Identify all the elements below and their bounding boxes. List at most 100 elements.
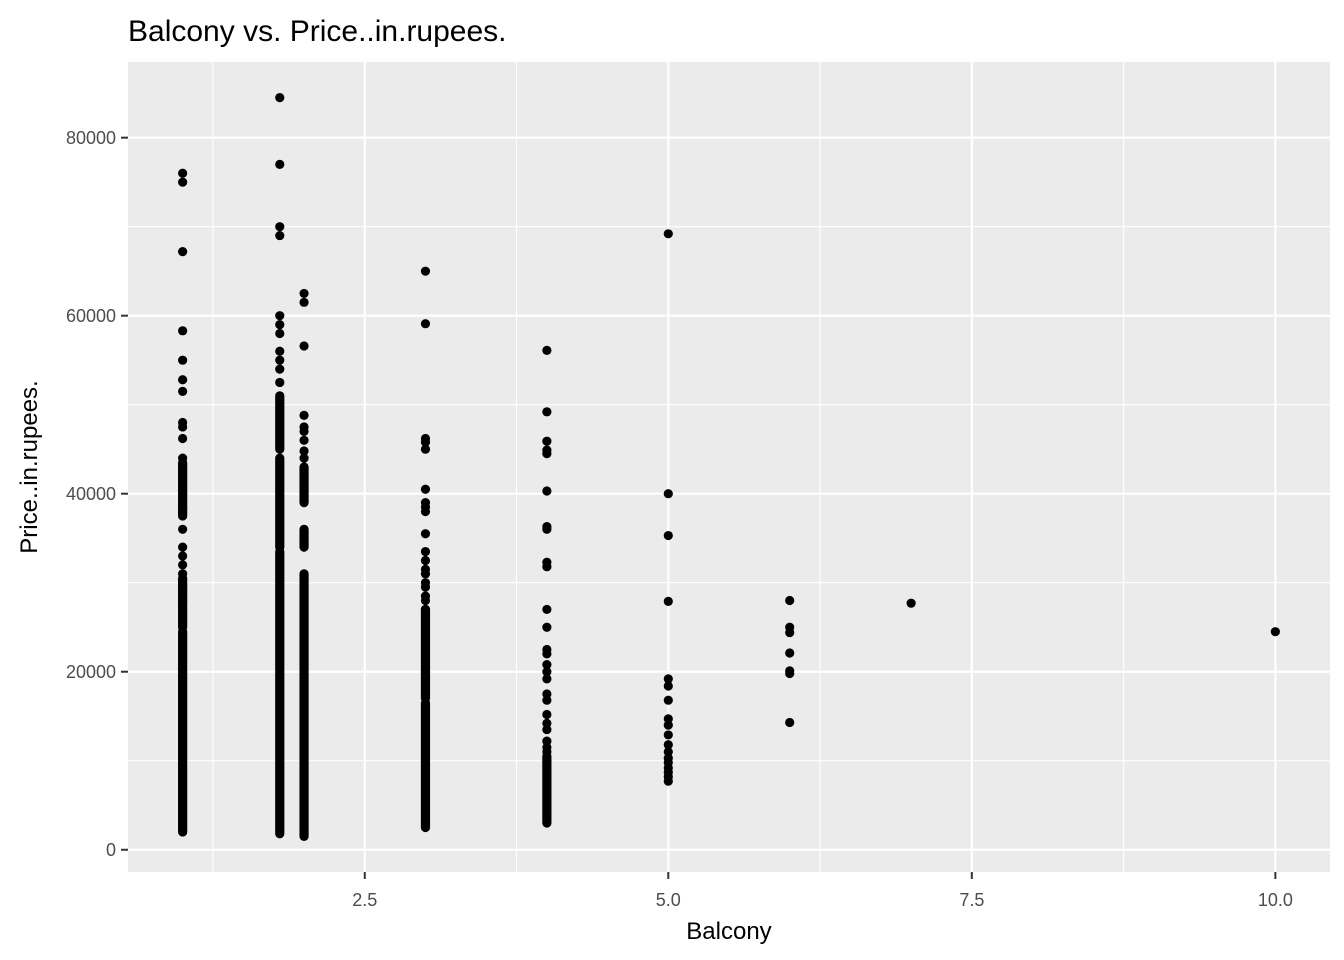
- point-cluster: [420, 698, 431, 833]
- data-point: [275, 319, 285, 330]
- data-point: [178, 595, 188, 606]
- point-cluster: [542, 751, 552, 828]
- y-tick-label: 20000: [66, 662, 116, 682]
- data-point: [542, 524, 552, 534]
- data-point: [420, 582, 431, 592]
- data-point: [663, 730, 673, 740]
- y-tick-label: 0: [106, 840, 116, 860]
- data-point: [299, 453, 309, 463]
- data-point: [275, 222, 285, 232]
- minor-gridlines: [128, 62, 1330, 872]
- data-point: [785, 627, 795, 638]
- data-point: [542, 622, 552, 632]
- data-point: [275, 364, 285, 374]
- data-point: [299, 297, 309, 307]
- point-cluster: [178, 627, 188, 837]
- data-point: [178, 386, 188, 396]
- data-point: [785, 717, 795, 728]
- data-point: [663, 489, 673, 499]
- x-tick-label: 2.5: [352, 890, 377, 910]
- y-tick-label: 40000: [66, 484, 116, 504]
- data-point: [542, 436, 552, 446]
- data-point: [178, 542, 188, 552]
- data-point: [663, 740, 673, 750]
- point-cluster: [275, 391, 285, 454]
- data-point: [275, 355, 285, 365]
- data-point: [663, 530, 673, 541]
- plot-panel: [128, 62, 1330, 872]
- data-point: [420, 437, 431, 447]
- data-point: [420, 506, 431, 517]
- data-point: [299, 446, 309, 456]
- data-point: [542, 724, 552, 735]
- data-point: [663, 596, 673, 607]
- data-point: [420, 555, 431, 566]
- data-point: [542, 486, 552, 496]
- data-point: [275, 377, 285, 388]
- data-points: [178, 93, 1280, 841]
- data-point: [542, 407, 552, 417]
- x-tick-label: 10.0: [1258, 890, 1293, 910]
- data-point: [542, 674, 552, 684]
- data-point: [663, 674, 673, 684]
- data-point: [178, 433, 188, 444]
- data-point: [542, 604, 552, 615]
- data-point: [178, 246, 188, 257]
- point-cluster: [420, 604, 431, 704]
- data-point: [1270, 627, 1280, 637]
- data-point: [178, 168, 188, 178]
- data-point: [420, 484, 431, 494]
- data-point: [542, 449, 552, 459]
- data-point: [420, 266, 431, 276]
- data-point: [275, 311, 285, 321]
- data-point: [178, 489, 188, 499]
- data-point: [178, 422, 188, 432]
- data-point: [420, 319, 431, 329]
- data-point: [663, 229, 673, 239]
- data-point: [299, 288, 309, 299]
- data-point: [542, 345, 552, 355]
- data-point: [178, 502, 188, 512]
- data-point: [663, 720, 673, 730]
- data-point: [420, 529, 431, 539]
- data-point: [178, 569, 188, 579]
- point-cluster: [275, 546, 285, 839]
- y-axis-ticks: 0 20000 40000 60000 80000: [66, 128, 128, 860]
- data-point: [542, 747, 552, 757]
- data-point: [420, 546, 431, 557]
- data-point: [663, 776, 673, 786]
- data-point: [542, 649, 552, 659]
- data-point: [420, 604, 431, 615]
- data-point: [275, 230, 285, 241]
- data-point: [178, 551, 188, 561]
- data-point: [542, 695, 552, 705]
- y-tick-label: 80000: [66, 128, 116, 148]
- data-point: [178, 326, 188, 336]
- point-cluster: [275, 453, 285, 552]
- data-point: [178, 524, 188, 534]
- data-point: [785, 668, 795, 679]
- data-point: [542, 660, 552, 670]
- x-tick-label: 5.0: [656, 890, 681, 910]
- x-axis-title: Balcony: [686, 918, 771, 945]
- data-point: [275, 346, 285, 356]
- data-point: [275, 93, 285, 103]
- data-point: [542, 667, 552, 677]
- data-point: [420, 444, 431, 454]
- data-point: [178, 355, 188, 365]
- y-axis-title: Price..in.rupees.: [16, 380, 43, 553]
- data-point: [299, 426, 309, 436]
- point-cluster: [299, 524, 309, 552]
- data-point: [663, 681, 673, 691]
- data-point: [785, 648, 795, 658]
- data-point: [663, 695, 673, 705]
- data-point: [275, 328, 285, 339]
- data-point: [178, 453, 188, 463]
- data-point: [299, 341, 309, 351]
- y-tick-label: 60000: [66, 306, 116, 326]
- data-point: [542, 562, 552, 572]
- data-point: [420, 595, 431, 606]
- data-point: [420, 569, 431, 579]
- data-point: [178, 375, 188, 385]
